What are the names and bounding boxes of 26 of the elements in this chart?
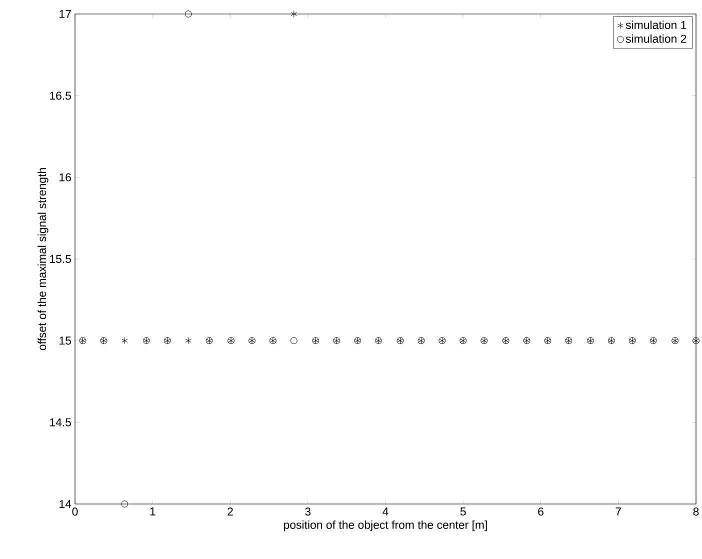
y-tick-label: 16 — [60, 173, 71, 182]
point — [185, 337, 192, 344]
point — [184, 10, 192, 18]
point — [290, 337, 298, 344]
y-tick-label: 17 — [60, 10, 71, 18]
x-tick-label: 0 — [72, 508, 78, 516]
point — [290, 10, 297, 18]
y-tick-label: 15 — [60, 336, 71, 345]
y-tick-label: 14.5 — [50, 418, 71, 426]
x-axis-title: position of the object from the center [m] — [284, 520, 487, 532]
point — [121, 500, 128, 508]
y-tick-label: 14 — [60, 500, 72, 508]
y-tick-label: 15.5 — [50, 255, 71, 263]
y-axis-title: offset of the maximal signal strength — [38, 168, 48, 350]
x-tick-label: 4 — [382, 508, 388, 516]
x-tick-label: 2 — [228, 508, 233, 516]
x-tick-label: 6 — [538, 508, 544, 516]
x-tick-label: 5 — [460, 508, 466, 516]
y-tick-label: 16.5 — [50, 92, 71, 100]
legend-label: simulation 2 — [626, 34, 686, 43]
x-tick-label: 3 — [305, 508, 311, 516]
x-tick-label: 8 — [693, 508, 699, 516]
point — [122, 337, 128, 344]
legend-label: simulation 1 — [626, 20, 686, 30]
x-tick-label: 1 — [150, 508, 156, 516]
x-tick-label: 7 — [616, 508, 621, 516]
